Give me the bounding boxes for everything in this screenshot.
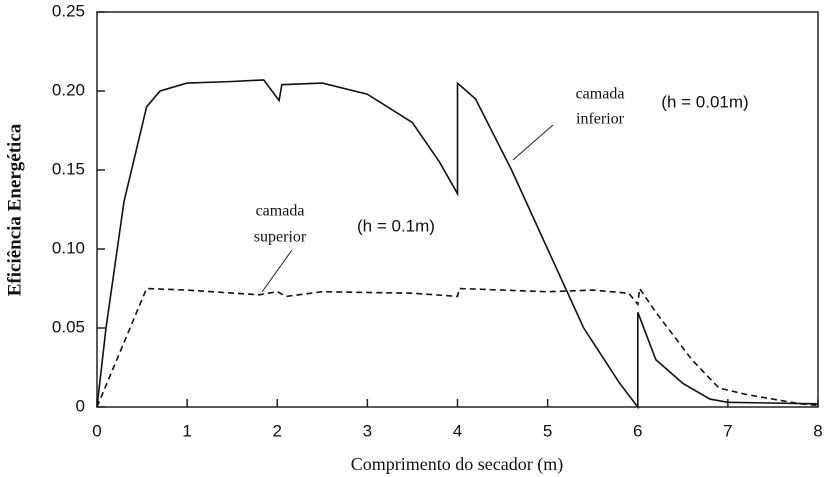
annotation: inferior [576,111,625,128]
y-tick-label: 0.15 [52,159,85,178]
x-tick-label: 7 [723,421,732,440]
series-line [96,286,819,408]
x-tick-label: 5 [543,421,552,440]
y-tick-label: 0 [76,396,85,415]
plot-frame [96,11,819,408]
series-line [96,79,819,410]
y-axis-label: Eficiência Energética [4,123,25,296]
annotation: superior [254,229,307,246]
annotation: (h = 0.01m) [661,92,748,111]
y-tick-label: 0.20 [52,80,85,99]
x-tick-label: 2 [273,421,282,440]
x-tick-label: 4 [453,421,462,440]
x-axis-label: Comprimento do secador (m) [351,454,563,475]
x-tick-label: 3 [363,421,372,440]
x-tick-label: 1 [182,421,191,440]
x-tick-label: 0 [92,421,101,440]
leader-line [512,124,554,161]
y-tick-label: 0.25 [52,1,85,20]
x-tick-label: 8 [813,421,822,440]
annotation: camada [576,86,625,103]
annotation: camada [256,203,305,220]
x-tick-label: 6 [633,421,642,440]
annotation: (h = 0.1m) [357,216,435,235]
leader-line [261,249,293,293]
y-tick-label: 0.10 [52,238,85,257]
y-tick-label: 0.05 [52,317,85,336]
